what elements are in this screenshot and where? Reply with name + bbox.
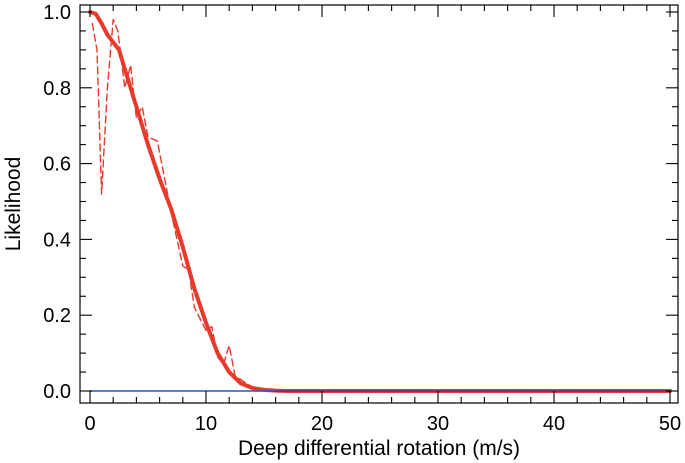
y-axis-label: Likelihood: [2, 157, 25, 252]
y-tick-label: 0.0: [43, 381, 71, 403]
x-tick-label: 0: [84, 413, 95, 435]
axis-frame: [79, 4, 679, 404]
series-line-thick: [88, 10, 672, 393]
series-layer: [88, 10, 672, 393]
x-tick-label: 50: [659, 413, 681, 435]
x-tick-label: 20: [311, 413, 333, 435]
x-tick-label: 10: [195, 413, 217, 435]
series-line-dashed: [91, 18, 671, 392]
y-tick-label: 0.8: [43, 78, 71, 100]
x-tick-label: 30: [427, 413, 449, 435]
x-tick-label: 40: [543, 413, 565, 435]
y-tick-label: 0.6: [43, 154, 71, 176]
ticks-layer: 0 10 20 30 40 50 0.0 0.2 0.4 0.6 0.8 1.0: [43, 2, 681, 435]
x-axis-label: Deep differential rotation (m/s): [238, 437, 520, 460]
y-tick-label: 1.0: [43, 2, 71, 24]
y-tick-label: 0.4: [43, 229, 71, 251]
y-tick-label: 0.2: [43, 305, 71, 327]
